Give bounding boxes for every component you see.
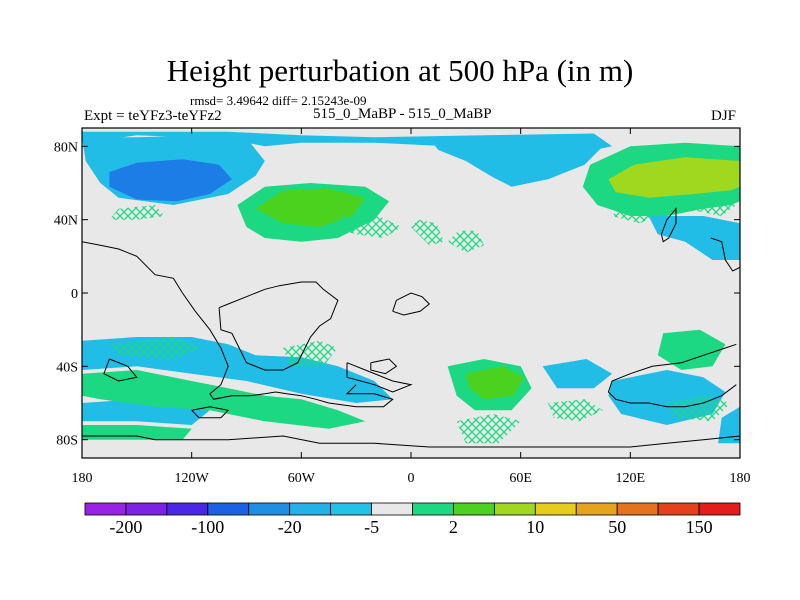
colorbar-swatch <box>493 502 536 516</box>
colorbar-swatch <box>534 502 577 516</box>
positive-anomaly-australia <box>657 329 726 370</box>
colorbar-swatch <box>125 502 168 516</box>
stats-text: rmsd= 3.49642 diff= 2.15243e-09 <box>190 93 367 108</box>
colorbar-swatch <box>84 502 127 516</box>
colorbar-swatch <box>207 502 250 516</box>
colorbar-swatch <box>453 502 495 516</box>
lon-tick-label: 120E <box>616 471 646 486</box>
coastline-4 <box>370 358 398 375</box>
negative-band-southern-ocean <box>82 399 210 425</box>
colorbar-swatch <box>616 502 659 516</box>
lat-tick-label: 80N <box>54 140 78 155</box>
colorbar-swatch <box>412 502 454 516</box>
coastline-1 <box>82 435 740 448</box>
colorbar-swatch <box>330 502 372 516</box>
colorbar-swatch <box>575 502 618 516</box>
lon-tick-label: 120W <box>175 471 210 486</box>
coastline-10 <box>191 406 230 419</box>
colorbar: -200 -100 -20 -5 2 10 50 150 <box>84 502 741 537</box>
coastline-2 <box>218 281 339 371</box>
lat-tick-label: 40S <box>56 360 78 375</box>
coastline-6 <box>660 207 677 243</box>
lon-tick-label: 180 <box>72 471 93 486</box>
lon-tick-label: 180 <box>730 471 751 486</box>
positive-strong-south-atlantic <box>465 366 525 400</box>
lat-tick-label: 0 <box>71 287 78 302</box>
lon-tick-label: 60E <box>509 471 532 486</box>
significance-hatch-5 <box>694 197 737 216</box>
lon-tick-label: 60W <box>288 471 316 486</box>
colorbar-label: 50 <box>608 517 626 537</box>
coastline-9 <box>103 358 138 382</box>
lat-tick-label: 40N <box>54 214 78 229</box>
coastline-5 <box>392 292 431 316</box>
coastline-7 <box>710 237 740 272</box>
significance-hatch-0 <box>109 205 165 220</box>
significance-hatch-8 <box>456 414 521 444</box>
coastline-3 <box>346 362 413 393</box>
map-axes: 80N 40N 0 40S 80S 180 120W 60W 0 60E 120E 180 <box>54 128 751 486</box>
colorbar-swatch <box>166 502 209 516</box>
positive-strong-north-atlantic <box>255 188 366 227</box>
positive-strong-east-asia <box>608 157 740 198</box>
colorbar-label: 150 <box>686 517 713 537</box>
negative-anomaly-siberia <box>429 135 603 187</box>
coastline-8 <box>607 343 737 408</box>
colorbar-label: -100 <box>191 517 224 537</box>
negative-anomaly-antarctic-coast <box>718 406 740 444</box>
colorbar-label: -200 <box>109 517 142 537</box>
negative-anomaly-indian-ocean <box>542 359 613 389</box>
experiment-label: Expt = teYFz3-teYFz2 <box>84 108 222 124</box>
chart-title: Height perturbation at 500 hPa (in m) <box>166 53 634 88</box>
colorbar-swatch <box>657 502 700 516</box>
negative-anomaly-southeast-pacific <box>648 216 740 260</box>
subtitle: 515_0_MaBP - 515_0_MaBP <box>313 106 492 122</box>
colorbar-swatch <box>371 502 413 516</box>
significance-hatch-2 <box>411 219 444 246</box>
significance-hatch-4 <box>612 205 658 224</box>
colorbar-label: -5 <box>364 517 379 537</box>
significance-hatch-6 <box>283 340 338 367</box>
positive-band-south-pacific <box>82 370 366 429</box>
map-plot-area <box>82 128 740 458</box>
strong-negative-north-pacific <box>109 159 232 202</box>
significance-hatch-1 <box>328 216 402 238</box>
coastline-0 <box>82 241 394 408</box>
colorbar-label: 10 <box>526 517 544 537</box>
colorbar-swatch <box>289 502 332 516</box>
significance-hatch-9 <box>548 399 603 422</box>
season-label: DJF <box>711 108 737 124</box>
colorbar-label: 2 <box>449 517 458 537</box>
significance-hatch-3 <box>447 230 485 253</box>
significance-hatch-7 <box>109 337 201 359</box>
lat-tick-label: 80S <box>56 434 78 449</box>
lon-tick-label: 0 <box>408 471 415 486</box>
significance-hatch-10 <box>666 395 731 422</box>
colorbar-label: -20 <box>278 517 302 537</box>
colorbar-swatch <box>248 502 291 516</box>
colorbar-swatch <box>698 502 741 516</box>
